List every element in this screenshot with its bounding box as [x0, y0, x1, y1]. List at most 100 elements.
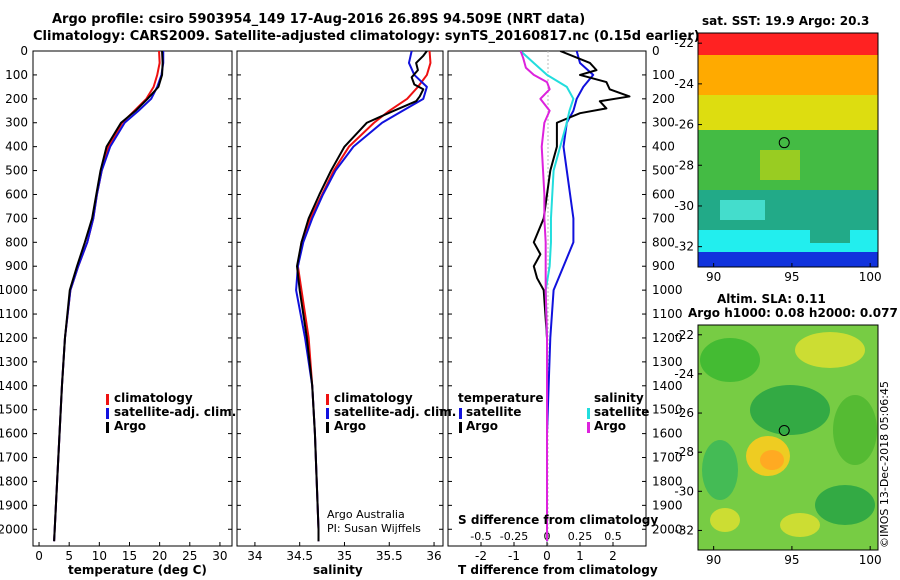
depth-tick-label: 1400: [0, 379, 28, 393]
x-tick-label: 34: [247, 549, 262, 563]
depth-axis: 0 0 100 100 200 200 300 300 400 400 500 500 600 600 70…: [0, 44, 683, 536]
s-difference-axis-title: S difference from climatology: [458, 513, 659, 527]
copyright-stamp: ©IMOS 13-Dec-2018 05:06:45: [878, 381, 891, 548]
temperature-profiles: [53, 51, 165, 542]
map-y-tick-label: -32: [674, 523, 694, 537]
t-diff-satellite-line: [546, 51, 595, 542]
depth-tick-label-right: 800: [652, 235, 675, 249]
depth-tick-label-right: 1700: [652, 451, 683, 465]
x-tick-label: 2: [609, 549, 617, 563]
depth-tick-label: 1900: [0, 498, 28, 512]
map-y-tick-label: -24: [674, 367, 694, 381]
credit-line-1: Argo Australia: [327, 508, 405, 521]
float-position-marker-sla: [778, 424, 790, 436]
map-y-tick-label: -26: [674, 118, 694, 132]
map-y-tick-label: -22: [674, 36, 694, 50]
map-x-tick-label: 90: [706, 553, 721, 567]
map-x-tick-label: 95: [784, 553, 799, 567]
legend-salinity-title: salinity: [594, 391, 644, 405]
depth-tick-label-right: 600: [652, 187, 675, 201]
depth-tick-label: 0: [20, 44, 28, 58]
depth-tick-label-right: 2000: [652, 522, 683, 536]
legend-markers: [106, 394, 590, 433]
legend-mark-satellite: [326, 408, 329, 419]
depth-tick-label-right: 1900: [652, 498, 683, 512]
depth-tick-label-right: 200: [652, 92, 675, 106]
depth-tick-label-right: 400: [652, 140, 675, 154]
depth-tick-label-right: 100: [652, 68, 675, 82]
legend-mark-argo: [106, 422, 109, 433]
depth-tick-label-right: 1800: [652, 474, 683, 488]
salinity-panel-frame: [236, 50, 444, 547]
x-tick-label: 0: [35, 549, 43, 563]
legend-satellite-label-2: satellite-adj. clim.: [334, 405, 457, 419]
legend-climatology-label-2: climatology: [334, 391, 413, 405]
x-tick-label: 34.5: [286, 549, 313, 563]
salinity-argo-line: [296, 51, 428, 542]
x-tick-label: 5: [65, 549, 73, 563]
depth-tick-label: 500: [5, 164, 28, 178]
legend-s-argo-label: Argo: [594, 419, 627, 433]
map-x-tick-label: 100: [859, 270, 882, 284]
map-y-tick-label: -30: [674, 199, 694, 213]
sla-map-title-2: Argo h1000: 0.08 h2000: 0.077: [688, 306, 898, 320]
x-tick-label: 25: [182, 549, 197, 563]
legend-mark-argo: [326, 422, 329, 433]
x-tick-label: -2: [475, 549, 487, 563]
depth-tick-label: 300: [5, 116, 28, 130]
depth-tick-label-right: 1000: [652, 283, 683, 297]
legend-mark-t-argo: [459, 422, 462, 433]
legend-s-satellite-label: satellite: [594, 405, 650, 419]
depth-tick-label-right: 0: [652, 44, 660, 58]
depth-tick-label: 1000: [0, 283, 28, 297]
legend-climatology-label: climatology: [114, 391, 193, 405]
map-x-tick-label: 90: [706, 270, 721, 284]
map-y-tick-label: -24: [674, 77, 694, 91]
depth-tick-label-right: 700: [652, 211, 675, 225]
depth-tick-label: 1100: [0, 307, 28, 321]
legend-t-satellite-label: satellite: [466, 405, 522, 419]
x-tick-label: 36: [426, 549, 441, 563]
depth-tick-label: 900: [5, 259, 28, 273]
map-x-tick-label: 95: [784, 270, 799, 284]
temperature-axis-title: temperature (deg C): [68, 563, 207, 577]
depth-tick-label-right: 500: [652, 164, 675, 178]
x-tick-label: 35.5: [376, 549, 403, 563]
x-tick-label: 20: [152, 549, 167, 563]
difference-profiles: [519, 51, 631, 542]
depth-tick-label: 700: [5, 211, 28, 225]
x-tick-label: 15: [122, 549, 137, 563]
x-tick-label: 35: [337, 549, 352, 563]
depth-tick-label: 1300: [0, 355, 28, 369]
temperature-argo-line: [53, 51, 164, 542]
map-y-tick-label: -26: [674, 406, 694, 420]
depth-tick-label-right: 1600: [652, 427, 683, 441]
depth-tick-label: 600: [5, 187, 28, 201]
depth-tick-label-right: 300: [652, 116, 675, 130]
x-tick-label: 30: [212, 549, 227, 563]
depth-tick-label: 400: [5, 140, 28, 154]
legend-argo-label: Argo: [114, 419, 147, 433]
t-difference-x-axis: -2 -1 0 1 2: [475, 542, 617, 563]
depth-tick-label: 1700: [0, 451, 28, 465]
s-diff-tick-label: -0.5: [470, 530, 491, 543]
depth-tick-label: 1600: [0, 427, 28, 441]
depth-tick-label-right: 1100: [652, 307, 683, 321]
depth-tick-label: 1800: [0, 474, 28, 488]
depth-tick-label-right: 1300: [652, 355, 683, 369]
x-tick-label: 1: [576, 549, 584, 563]
s-diff-tick-label: -0.25: [500, 530, 528, 543]
sst-map: 90 95 100 -22 -24 -26 -28 -30 -32: [674, 32, 882, 284]
depth-tick-label: 2000: [0, 522, 28, 536]
x-tick-label: 0: [543, 549, 551, 563]
sst-map-title: sat. SST: 19.9 Argo: 20.3: [702, 14, 870, 28]
depth-tick-label: 100: [5, 68, 28, 82]
s-difference-x-axis: -0.5 -0.25 0 0.25 0.5: [470, 530, 621, 543]
depth-tick-label-right: 1500: [652, 403, 683, 417]
map-x-tick-label: 100: [859, 553, 882, 567]
salinity-axis-title: salinity: [313, 563, 363, 577]
legend-argo-label-2: Argo: [334, 419, 367, 433]
depth-tick-label-right: 1400: [652, 379, 683, 393]
map-y-tick-label: -30: [674, 484, 694, 498]
